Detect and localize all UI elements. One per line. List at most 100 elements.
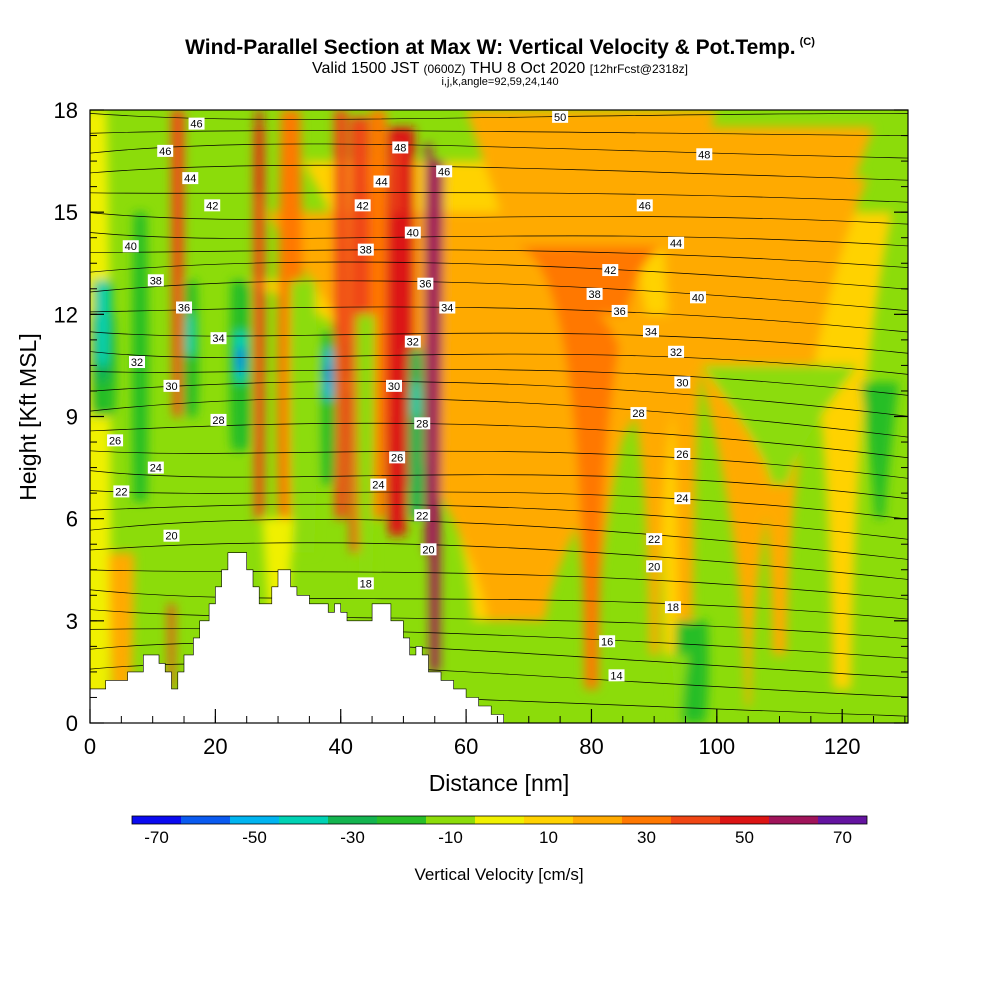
svg-text:26: 26	[391, 452, 403, 464]
svg-text:38: 38	[150, 275, 162, 287]
theta-contour	[90, 212, 908, 225]
y-tick-label: 9	[66, 405, 78, 430]
theta-contour	[90, 192, 908, 203]
theta-label: 30	[386, 379, 403, 393]
svg-text:20: 20	[165, 531, 177, 543]
theta-contour	[90, 569, 908, 600]
svg-text:46: 46	[190, 119, 202, 131]
svg-text:34: 34	[212, 333, 224, 345]
theta-contour	[90, 628, 908, 659]
svg-text:42: 42	[206, 200, 218, 212]
theta-label: 38	[147, 274, 164, 287]
velocity-patch	[425, 178, 432, 213]
velocity-patch	[386, 127, 408, 536]
theta-label: 22	[646, 533, 663, 546]
y-tick-label: 12	[54, 302, 78, 327]
theta-contour	[90, 249, 908, 268]
colorbar-swatch	[769, 816, 818, 824]
x-axis-label: Distance [nm]	[429, 770, 570, 796]
colorbar-tick-label: 30	[637, 828, 656, 847]
theta-label: 34	[643, 325, 660, 338]
svg-text:36: 36	[419, 279, 431, 291]
theta-label: 48	[696, 148, 713, 161]
colorbar-swatch	[328, 816, 377, 824]
svg-text:18: 18	[667, 602, 679, 614]
theta-label: 44	[373, 175, 390, 189]
y-tick-label: 15	[54, 200, 78, 225]
svg-text:18: 18	[360, 578, 372, 590]
colorbar-swatch	[377, 816, 426, 824]
svg-text:48: 48	[698, 149, 710, 161]
theta-label: 50	[552, 110, 569, 124]
theta-contour	[90, 368, 908, 396]
theta-contour	[90, 397, 908, 438]
colorbar-swatch	[818, 816, 867, 824]
svg-text:28: 28	[416, 418, 428, 430]
theta-label: 28	[210, 413, 227, 427]
svg-text:30: 30	[165, 381, 177, 393]
theta-label: 30	[674, 376, 691, 389]
subtitle-zulu-time: (0600Z)	[423, 62, 466, 76]
theta-label: 30	[163, 379, 180, 393]
subtitle-date: THU 8 Oct 2020	[469, 60, 586, 77]
svg-text:36: 36	[178, 303, 190, 315]
x-tick-label: 60	[454, 734, 478, 759]
svg-text:32: 32	[407, 337, 419, 349]
theta-label: 24	[147, 461, 164, 475]
theta-contour	[90, 130, 908, 137]
x-tick-label: 80	[579, 734, 603, 759]
velocity-patch	[674, 620, 709, 723]
svg-text:34: 34	[645, 326, 657, 338]
x-tick-label: 40	[328, 734, 352, 759]
theta-contour	[90, 470, 908, 500]
colorbar-tick-label: -70	[144, 828, 169, 847]
velocity-patch	[424, 144, 433, 553]
y-tick-label: 0	[66, 711, 78, 736]
theta-label: 20	[420, 543, 437, 556]
velocity-patch	[186, 314, 195, 356]
theta-contour	[90, 609, 908, 640]
theta-label: 20	[163, 529, 180, 543]
svg-text:22: 22	[416, 510, 428, 522]
chart-params: i,j,k,angle=92,59,24,140	[441, 76, 559, 88]
theta-contour	[90, 503, 908, 540]
svg-text:34: 34	[441, 303, 453, 315]
plot-area: 46 46 44 42 40 38 36 34 32 30 28 26 24 22 20 48 46 44 42 40…	[90, 110, 908, 723]
velocity-patch	[860, 382, 899, 519]
colorbar-swatch	[524, 816, 573, 824]
velocity-patch	[411, 382, 420, 417]
velocity-patch	[96, 280, 109, 366]
svg-text:44: 44	[375, 177, 387, 189]
svg-text:22: 22	[648, 534, 660, 546]
velocity-patch	[701, 365, 858, 485]
svg-text:38: 38	[588, 289, 600, 301]
theta-label: 42	[602, 264, 619, 277]
velocity-patch	[669, 654, 689, 723]
theta-contour	[90, 490, 908, 520]
svg-text:16: 16	[601, 636, 613, 648]
svg-text:30: 30	[676, 377, 688, 389]
theta-contour-labels: 46 46 44 42 40 38 36 34 32 30 28 26 24 22 20 48 46 44 42 40…	[107, 110, 713, 682]
theta-contour	[90, 261, 908, 290]
theta-label: 44	[668, 236, 685, 250]
svg-text:42: 42	[357, 200, 369, 212]
y-tick-label: 6	[66, 507, 78, 532]
svg-text:24: 24	[676, 493, 688, 505]
velocity-patch	[289, 280, 317, 553]
theta-label: 42	[354, 199, 371, 212]
theta-contour	[90, 232, 908, 247]
chart-subtitle: Valid 1500 JST (0600Z) THU 8 Oct 2020 [1…	[0, 60, 1000, 78]
svg-text:20: 20	[422, 544, 434, 556]
colorbar-swatch	[279, 816, 328, 824]
theta-label: 20	[646, 560, 663, 573]
theta-label: 34	[439, 301, 456, 315]
theta-label: 48	[392, 141, 409, 154]
velocity-patch	[513, 246, 670, 689]
colorbar-frame	[131, 815, 868, 825]
theta-label: 32	[404, 335, 421, 349]
theta-label: 24	[370, 478, 387, 492]
colorbar-swatch	[671, 816, 720, 824]
theta-label: 22	[113, 485, 130, 498]
theta-label: 36	[176, 301, 193, 315]
title-copyright-mark: (C)	[799, 36, 815, 48]
